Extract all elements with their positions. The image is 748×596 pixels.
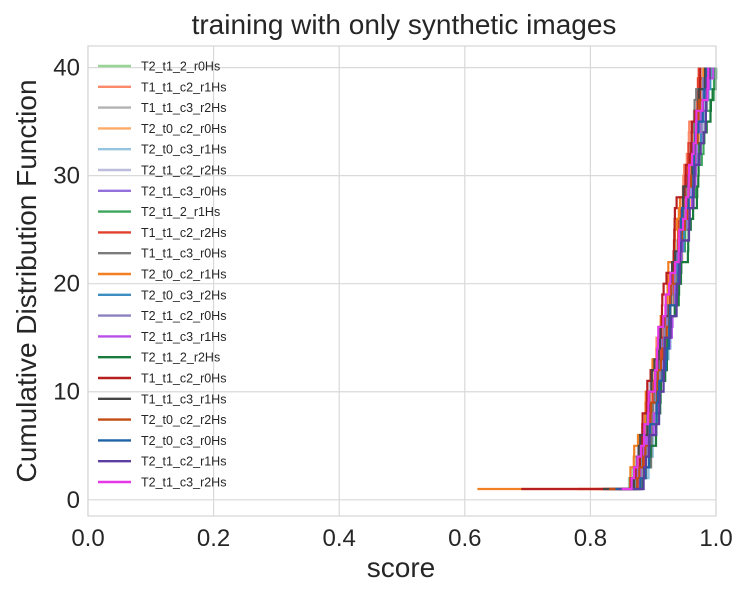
legend-entry: T2_t1_c2_r1Hs (141, 455, 226, 469)
legend-entry: T1_t1_c3_r2Hs (141, 101, 226, 115)
y-tick-labels: 0 10 20 30 40 (53, 55, 80, 514)
legend-entry: T2_t1_2_r0Hs (141, 60, 220, 74)
x-tick-label: 0.2 (197, 525, 230, 552)
series-line (621, 67, 710, 491)
x-axis-label: score (367, 552, 435, 583)
legend-entry: T2_t1_2_r2Hs (141, 351, 220, 365)
legend-entry: T1_t1_c3_r1Hs (141, 392, 226, 406)
y-tick-label: 20 (53, 271, 80, 298)
legend-entry: T2_t0_c3_r2Hs (141, 288, 226, 302)
legend-entry: T2_t1_c3_r2Hs (141, 476, 226, 490)
x-tick-label: 0.6 (448, 525, 481, 552)
legend-entry: T1_t1_c3_r0Hs (141, 247, 226, 261)
legend-entry: T2_t1_2_r1Hs (141, 205, 220, 219)
legend-entry: T1_t1_c2_r1Hs (141, 80, 226, 94)
y-tick-label: 0 (67, 487, 80, 514)
legend-entry: T1_t1_c2_r2Hs (141, 226, 226, 240)
plot-frame (87, 45, 717, 517)
chart-title: training with only synthetic images (192, 9, 617, 40)
y-tick-label: 40 (53, 55, 80, 82)
legend-entry: T2_t0_c2_r2Hs (141, 413, 226, 427)
legend-entry: T2_t0_c3_r1Hs (141, 143, 226, 157)
x-tick-label: 0.8 (574, 525, 607, 552)
legend-entry: T1_t1_c2_r0Hs (141, 372, 226, 386)
y-tick-label: 10 (53, 379, 80, 406)
plot-area (88, 46, 716, 516)
legend-entry: T2_t0_c3_r0Hs (141, 434, 226, 448)
legend: T2_t1_2_r0Hs T1_t1_c2_r1Hs T1_t1_c3_r2Hs T2… (98, 60, 226, 490)
legend-entry: T2_t1_c3_r1Hs (141, 330, 226, 344)
x-tick-label: 1.0 (699, 525, 732, 552)
series-line (521, 67, 702, 491)
legend-entry: T2_t1_c2_r0Hs (141, 309, 226, 323)
legend-entry: T2_t0_c2_r1Hs (141, 268, 226, 282)
x-tick-label: 0.4 (323, 525, 356, 552)
x-tick-label: 0.0 (71, 525, 104, 552)
legend-entry: T2_t1_c2_r2Hs (141, 164, 226, 178)
x-tick-labels: 0.0 0.2 0.4 0.6 0.8 1.0 (71, 525, 732, 552)
legend-entry: T2_t1_c3_r0Hs (141, 184, 226, 198)
legend-entry: T2_t0_c2_r0Hs (141, 122, 226, 136)
y-tick-label: 30 (53, 163, 80, 190)
series-line (618, 67, 711, 491)
y-axis-label: Cumulative Distribution Function (11, 79, 42, 482)
series-layer (477, 67, 718, 491)
